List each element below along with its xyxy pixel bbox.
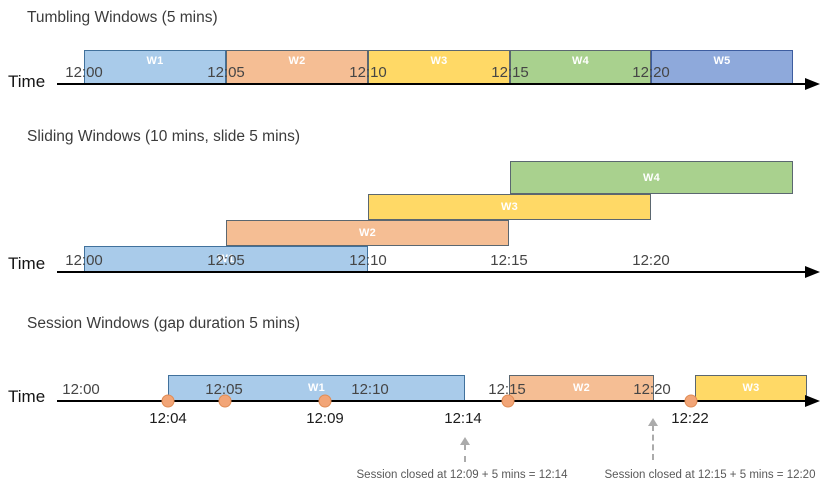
dashed-arrow-line xyxy=(464,444,466,462)
window-label: W4 xyxy=(571,55,590,67)
window-label: W1 xyxy=(217,253,235,265)
timeline-tumbling xyxy=(57,83,812,85)
window-tumbling-w1: W1 xyxy=(84,50,226,84)
annotation-session-closed-2: Session closed at 12:15 + 5 mins = 12:20 xyxy=(604,469,816,481)
tick-label-sliding: 12:15 xyxy=(490,252,528,269)
tick-label-session: 12:20 xyxy=(633,381,671,398)
event-time-label: 12:14 xyxy=(444,410,482,427)
event-dot xyxy=(684,394,698,408)
tick-label-sliding: 12:20 xyxy=(632,252,670,269)
event-time-label: 12:09 xyxy=(306,410,344,427)
tick-label-session: 12:10 xyxy=(351,381,389,398)
window-sliding-w2: W2 xyxy=(226,220,509,246)
dashed-arrowhead-icon xyxy=(460,437,470,445)
timeline-arrowhead-icon xyxy=(805,78,820,90)
tick-label-session: 12:15 xyxy=(488,381,526,398)
window-label: W3 xyxy=(742,382,760,394)
tick-label-session: 12:05 xyxy=(205,381,243,398)
tick-label-sliding: 12:05 xyxy=(207,252,245,269)
window-tumbling-w2: W2 xyxy=(226,50,368,84)
timeline-sliding xyxy=(57,271,812,273)
window-tumbling-w3: W3 xyxy=(368,50,510,84)
tick-label-tumbling: 12:10 xyxy=(349,64,387,81)
event-dot xyxy=(161,394,175,408)
window-tumbling-w4: W4 xyxy=(510,50,651,84)
time-axis-label-session: Time xyxy=(8,387,46,406)
tick-label-sliding: 12:00 xyxy=(65,252,103,269)
window-label: W1 xyxy=(307,382,326,394)
tick-label-tumbling: 12:00 xyxy=(65,64,103,81)
event-time-label: 12:22 xyxy=(671,410,709,427)
dashed-arrow-line xyxy=(652,425,654,460)
tick-label-tumbling: 12:05 xyxy=(207,64,245,81)
event-dot xyxy=(218,394,232,408)
tick-label-sliding: 12:10 xyxy=(349,252,387,269)
event-time-label: 12:04 xyxy=(149,410,187,427)
window-label: W2 xyxy=(358,227,377,239)
window-label: W1 xyxy=(146,55,164,67)
section-title-sliding: Sliding Windows (10 mins, slide 5 mins) xyxy=(27,128,301,145)
tick-label-tumbling: 12:15 xyxy=(491,64,529,81)
window-label: W2 xyxy=(572,382,591,394)
window-label: W3 xyxy=(430,55,448,67)
window-sliding-w3: W3 xyxy=(368,194,651,220)
tick-label-tumbling: 12:20 xyxy=(632,64,670,81)
window-session-w3: W3 xyxy=(695,375,807,401)
timeline-session xyxy=(57,400,812,402)
window-label: W5 xyxy=(713,55,731,67)
time-axis-label-sliding: Time xyxy=(8,254,46,273)
section-title-tumbling: Tumbling Windows (5 mins) xyxy=(27,9,218,26)
window-tumbling-w5: W5 xyxy=(651,50,793,84)
annotation-session-closed-1: Session closed at 12:09 + 5 mins = 12:14 xyxy=(356,469,568,481)
event-dot xyxy=(501,394,515,408)
window-label: W2 xyxy=(288,55,306,67)
timeline-arrowhead-icon xyxy=(805,266,820,278)
time-axis-label-tumbling: Time xyxy=(8,72,46,91)
tick-label-session: 12:00 xyxy=(62,381,100,398)
section-title-session: Session Windows (gap duration 5 mins) xyxy=(27,315,301,332)
event-dot xyxy=(318,394,332,408)
dashed-arrowhead-icon xyxy=(648,418,658,426)
window-label: W4 xyxy=(642,171,661,184)
window-sliding-w4: W4 xyxy=(510,161,793,194)
window-label: W3 xyxy=(500,201,519,213)
timeline-arrowhead-icon xyxy=(805,395,820,407)
